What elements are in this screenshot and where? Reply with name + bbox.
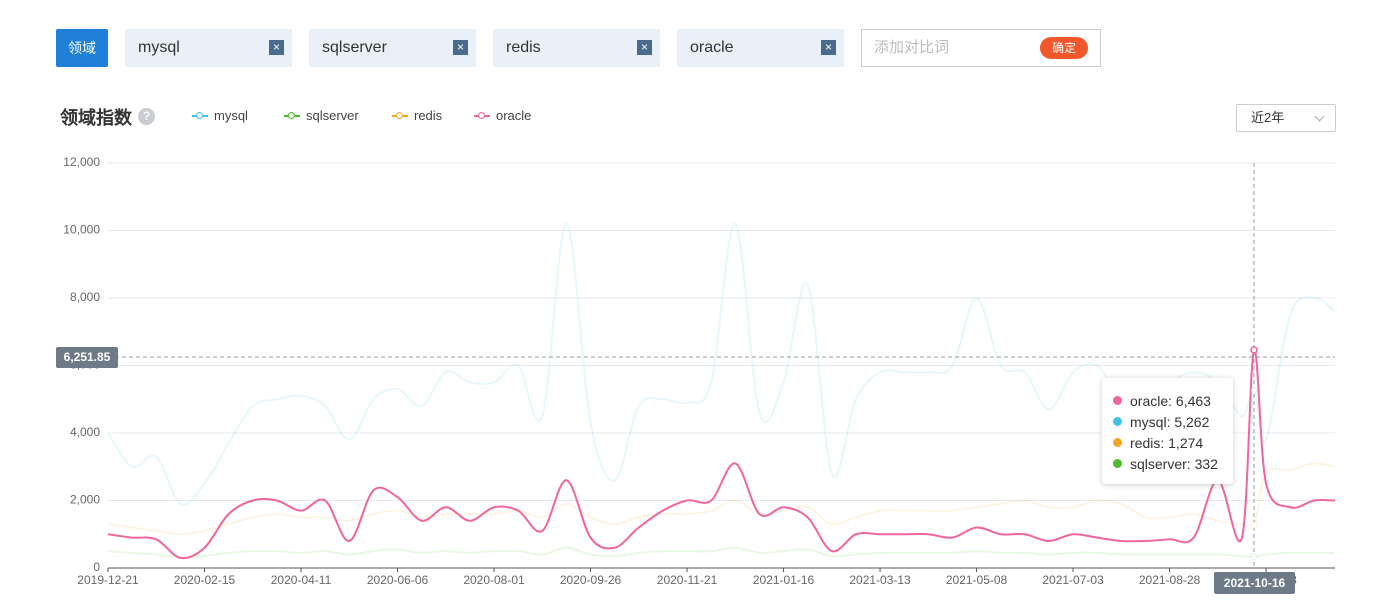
tooltip: oracle6,463mysql5,262redis1,274sqlserver… xyxy=(1102,378,1233,484)
legend-icon xyxy=(392,111,408,119)
y-tick-label: 2,000 xyxy=(70,493,100,507)
tag-text: sqlserver xyxy=(322,39,387,56)
compare-input[interactable]: 添加对比词 确定 xyxy=(861,29,1101,67)
tooltip-value: 1,274 xyxy=(1168,434,1204,451)
x-tick-label: 2020-08-01 xyxy=(463,573,525,587)
tooltip-value: 6,463 xyxy=(1175,392,1211,409)
tag: mysql × xyxy=(125,29,292,67)
y-tick-label: 10,000 xyxy=(63,223,100,237)
tooltip-row: sqlserver332 xyxy=(1113,453,1233,474)
tooltip-dot xyxy=(1113,396,1122,405)
tooltip-name: redis xyxy=(1130,435,1168,451)
crosshair-x-label: 2021-10-16 xyxy=(1214,572,1295,594)
legend-marker xyxy=(478,111,485,119)
hover-point xyxy=(1250,553,1258,561)
series-line xyxy=(107,462,1336,536)
x-tick-label: 2020-11-21 xyxy=(657,573,718,587)
chart-title: 领域指数 xyxy=(60,108,132,128)
legend-marker xyxy=(396,111,403,119)
tag: sqlserver × xyxy=(309,29,476,67)
x-tick-label: 2019-12-21 xyxy=(77,573,139,587)
tag: oracle × xyxy=(677,29,844,67)
x-tick-label: 2020-06-06 xyxy=(367,573,429,587)
hover-point xyxy=(1250,346,1258,354)
legend-item[interactable]: sqlserver xyxy=(284,108,359,123)
tooltip-value: 5,262 xyxy=(1174,413,1210,430)
series-line xyxy=(107,546,1335,559)
x-tick-label: 2021-05-08 xyxy=(946,573,1008,587)
tooltip-name: mysql xyxy=(1130,414,1174,430)
legend-item[interactable]: oracle xyxy=(474,108,531,123)
input-placeholder: 添加对比词 xyxy=(874,39,950,56)
confirm-button[interactable]: 确定 xyxy=(1040,37,1088,59)
legend-item[interactable]: mysql xyxy=(192,108,248,123)
series-line xyxy=(107,348,1336,560)
domain-button[interactable]: 领域 xyxy=(56,29,108,67)
crosshair-y-label: 6,251.85 xyxy=(56,347,118,368)
y-tick-label: 8,000 xyxy=(70,290,100,304)
legend-marker xyxy=(196,111,203,119)
range-select[interactable]: 近2年 xyxy=(1236,104,1336,132)
y-tick-label: 12,000 xyxy=(63,155,100,169)
tag-remove[interactable]: × xyxy=(453,40,468,55)
x-tick-label: 2020-09-26 xyxy=(560,573,622,587)
help-icon[interactable]: ? xyxy=(138,108,155,125)
legend-icon xyxy=(284,111,300,119)
hover-point xyxy=(1250,386,1258,395)
legend-label: sqlserver xyxy=(306,108,359,123)
tooltip-name: oracle xyxy=(1130,393,1176,409)
legend-icon xyxy=(474,111,490,119)
x-tick-label: 2021-07-03 xyxy=(1042,573,1104,587)
tag-remove[interactable]: × xyxy=(821,40,836,55)
tooltip-row: redis1,274 xyxy=(1113,432,1233,453)
legend-icon xyxy=(192,111,208,119)
legend-label: mysql xyxy=(214,108,248,123)
x-tick-label: 2021-08-28 xyxy=(1139,573,1201,587)
y-tick-label: 0 xyxy=(93,560,100,574)
tag-remove[interactable]: × xyxy=(269,40,284,55)
tag-text: mysql xyxy=(138,39,180,56)
y-tick-label: 4,000 xyxy=(70,425,100,439)
tooltip-dot xyxy=(1113,438,1122,447)
tag-text: redis xyxy=(506,39,541,56)
legend-label: redis xyxy=(414,108,443,123)
tooltip-dot xyxy=(1113,459,1122,468)
tooltip-dot xyxy=(1113,417,1122,426)
hover-point xyxy=(1250,521,1258,529)
tooltip-row: mysql5,262 xyxy=(1113,411,1233,432)
tooltip-row: oracle6,463 xyxy=(1113,390,1233,411)
x-tick-label: 2021-03-13 xyxy=(849,573,911,587)
legend-item[interactable]: redis xyxy=(392,108,442,123)
legend-label: oracle xyxy=(496,108,532,123)
tag-text: oracle xyxy=(690,39,734,56)
tag: redis × xyxy=(493,29,660,67)
tooltip-value: 332 xyxy=(1194,455,1218,472)
legend-marker xyxy=(288,111,295,119)
x-tick-label: 2020-02-15 xyxy=(174,573,236,587)
x-tick-label: 2020-04-11 xyxy=(271,573,332,587)
tag-remove[interactable]: × xyxy=(637,40,652,55)
x-tick-label: 2021-01-16 xyxy=(753,573,815,587)
tooltip-name: sqlserver xyxy=(1130,456,1195,472)
